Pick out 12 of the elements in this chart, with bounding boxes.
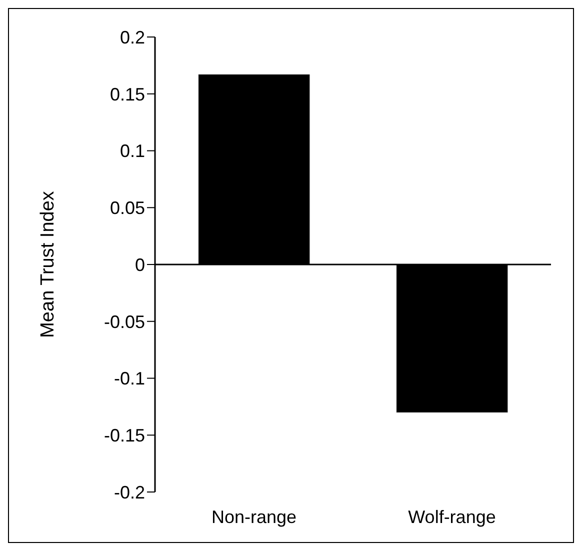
- x-tick-label: Non-range: [211, 506, 297, 527]
- y-tick-label: 0.15: [110, 84, 145, 104]
- x-tick-label: Wolf-range: [408, 506, 496, 527]
- y-tick-label: -0.05: [104, 312, 145, 332]
- y-tick-label: 0.05: [110, 198, 145, 218]
- y-tick-label: -0.2: [114, 482, 145, 502]
- y-tick-label: 0.2: [120, 27, 145, 48]
- y-tick-label: 0: [134, 254, 145, 275]
- y-tick-label: -0.15: [104, 426, 145, 446]
- y-tick-label: -0.1: [114, 368, 145, 389]
- y-axis-title: Mean Trust Index: [38, 190, 59, 338]
- y-tick-label: 0.1: [120, 141, 145, 162]
